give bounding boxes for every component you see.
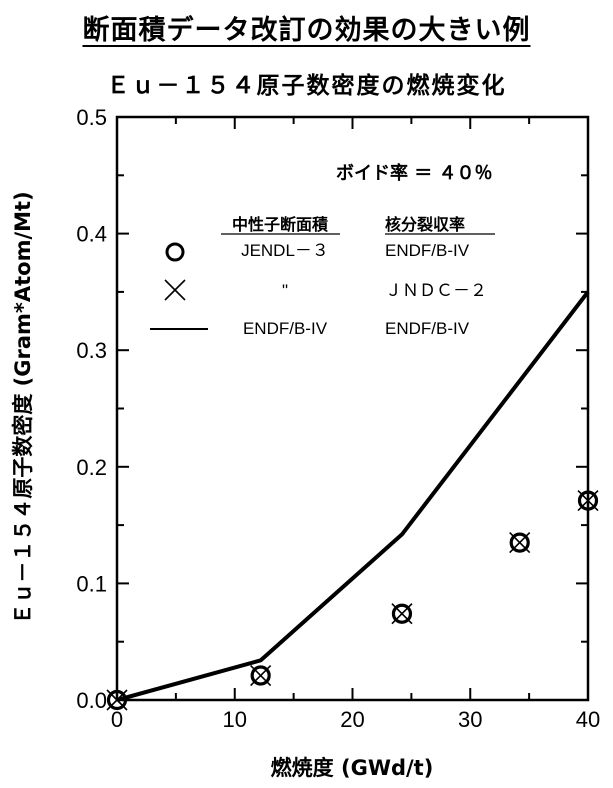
legend-entry-1-fission-yield: ENDF/B-IV	[385, 241, 470, 260]
data-point-cross	[509, 532, 531, 554]
data-point-cross	[577, 490, 599, 512]
chart-title: Ｅｕ－１５４原子数密度の燃焼変化	[106, 73, 507, 99]
legend-header-cross-section: 中性子断面積	[232, 215, 329, 234]
legend-entry-2-cross-section: "	[282, 281, 288, 300]
legend-entry-3-fission-yield: ENDF/B-IV	[385, 319, 470, 338]
y-tick-label: 0.0	[76, 688, 107, 713]
legend: 中性子断面積 核分裂収率 JENDL－３ ENDF/B-IV " ＪＮＤＣ－２ …	[150, 215, 495, 338]
data-point-cross	[250, 664, 272, 687]
legend-entry-3-cross-section: ENDF/B-IV	[243, 319, 328, 338]
y-tick-label: 0.4	[76, 222, 107, 247]
y-tick-label: 0.5	[76, 105, 107, 130]
x-tick-label: 20	[340, 707, 364, 732]
legend-marker-cross	[164, 279, 186, 301]
x-tick-label: 40	[576, 707, 600, 732]
y-tick-label: 0.3	[76, 338, 107, 363]
x-tick-label: 30	[458, 707, 482, 732]
x-axis-label: 燃焼度 (GWd/t)	[271, 756, 434, 780]
series-line-endf	[116, 290, 590, 702]
y-tick-label: 0.2	[76, 455, 107, 480]
data-point-circle	[577, 490, 599, 511]
legend-entry-1-cross-section: JENDL－３	[241, 241, 329, 260]
data-point-cross	[391, 603, 413, 625]
y-tick-label: 0.1	[76, 571, 107, 596]
axis-ticks	[116, 116, 589, 701]
y-axis-label: Ｅｕ－１５４原子数密度 (Gram*Atom/Mt)	[11, 191, 35, 624]
void-fraction-note: ボイド率 ＝ ４０％	[336, 162, 493, 184]
legend-header-fission-yield: 核分裂収率	[385, 215, 465, 234]
page-title: 断面積データ改訂の効果の大きい例	[82, 15, 531, 46]
data-point-circle	[509, 532, 530, 553]
x-tick-label: 10	[223, 707, 247, 732]
plot-frame	[115, 115, 590, 702]
legend-entry-2-fission-yield: ＪＮＤＣ－２	[385, 281, 487, 300]
tick-labels: 0 10 20 30 40 0.0 0.1 0.2 0.3 0.4 0.5	[76, 105, 600, 732]
data-point-circle	[391, 603, 413, 624]
data-point-circle	[106, 689, 128, 711]
plot-area	[106, 290, 599, 711]
x-tick-label: 0	[111, 707, 123, 732]
data-point-circle	[250, 665, 271, 686]
legend-marker-circle	[165, 242, 185, 262]
